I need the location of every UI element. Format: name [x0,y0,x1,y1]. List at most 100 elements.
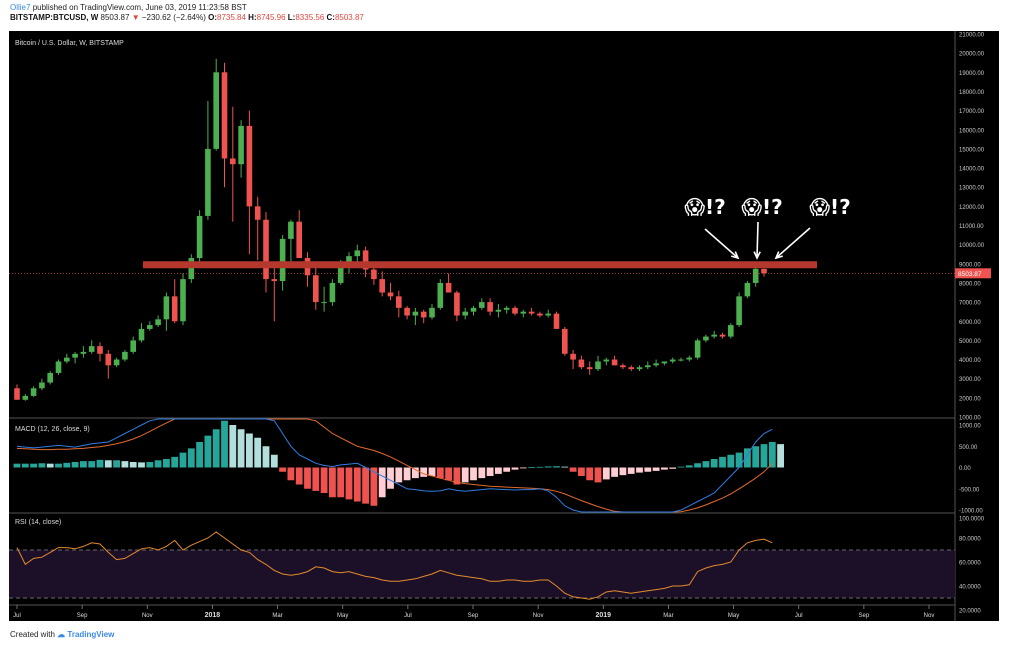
macd-histogram-bar [661,467,668,470]
x-tick-label: Jul [795,613,803,619]
macd-histogram-bar [329,467,336,498]
macd-histogram-bar [768,442,776,468]
macd-histogram-bar [320,467,328,493]
price-tick-label: 10000.00 [959,243,985,249]
candle-body [288,221,294,239]
tradingview-logo[interactable]: ☁ TradingView [57,630,115,639]
candle-body [645,365,651,368]
candle-body [80,351,87,354]
last-price-tag [955,268,991,279]
rsi-tick-label: 20.0000 [959,609,981,615]
candle-body [346,256,352,262]
high-label: H: [248,13,257,22]
macd-histogram-bar [246,433,253,468]
macd-histogram-bar [461,467,469,483]
candle-body [246,125,253,207]
x-tick-label: Jul [404,613,412,619]
x-tick-label: Nov [142,613,153,619]
macd-tick-label: 0.00 [959,466,971,472]
macd-histogram-bar [387,467,394,489]
macd-histogram-bar [669,467,677,469]
candle-body [578,359,585,368]
x-tick-label: Mar [663,613,673,619]
candle-body [495,309,502,312]
x-tick-label: Sep [468,613,479,619]
x-tick-label: Jul [13,613,21,619]
candle-body [396,296,402,308]
candle-body [238,125,244,165]
candle-body [188,258,195,280]
macd-histogram-bar [113,460,120,468]
macd-histogram-bar [146,461,154,468]
price-tick-label: 21000.00 [959,33,985,39]
close-label: C: [326,13,335,22]
macd-histogram-bar [104,460,112,468]
macd-histogram-bar [395,467,403,483]
macd-histogram-bar [38,463,46,468]
candle-body [487,302,493,312]
candle-body [744,282,751,297]
macd-histogram-bar [378,467,386,498]
price-tick-label: 15000.00 [959,147,985,153]
candle-body [678,359,684,361]
tradingview-brand: TradingView [67,630,115,639]
symbol-label: BITSTAMP:BTCUSD, W [10,13,99,22]
macd-histogram-bar [353,467,361,502]
high-value: 8745.96 [256,13,286,22]
low-value: 8335.56 [295,13,325,22]
candle-body [313,275,319,303]
macd-histogram-bar [262,446,270,468]
chart-background [9,31,999,621]
candle-body [163,296,170,320]
macd-histogram-bar [519,467,527,469]
candle-body [595,361,601,370]
candle-body [371,269,377,280]
candle-body [761,268,767,274]
macd-histogram-bar [13,463,21,468]
macd-histogram-bar [777,444,784,468]
candle-body [445,282,452,293]
macd-histogram-bar [154,460,162,468]
macd-histogram-bar [694,463,701,468]
price-tick-label: 3000.00 [959,377,981,383]
price-tick-label: 13000.00 [959,186,985,192]
macd-histogram-bar [503,467,511,472]
macd-histogram-bar [744,448,751,468]
price-panel-title: Bitcoin / U.S. Dollar, W, BITSTAMP [15,40,124,47]
close-value: 8503.87 [334,13,364,22]
price-tick-label: 18000.00 [959,90,985,96]
author-link[interactable]: Ollie7 [10,3,31,12]
candle-body [661,361,668,364]
surprise-annotation: 😱!? [741,195,783,219]
candle-body [545,313,551,316]
candle-body [736,296,742,326]
macd-histogram-bar [337,467,345,498]
macd-histogram-bar [295,467,303,485]
candle-body [653,363,659,366]
macd-histogram-bar [636,467,643,473]
candle-body [711,334,717,337]
candle-body [180,279,186,322]
macd-histogram-bar [221,420,228,468]
price-tick-label: 14000.00 [959,167,985,173]
annotation-arrowhead [753,251,761,260]
candle-body [462,311,468,316]
candle-body [113,359,120,366]
macd-histogram-bar [652,467,660,471]
annotation-arrow [704,228,739,259]
rsi-tick-label: 60.0000 [959,561,981,567]
price-tick-label: 1000.00 [959,416,981,422]
footer: Created with ☁ TradingView [10,630,114,639]
price-tick-label: 19000.00 [959,71,985,77]
last-price: 8503.87 [100,13,130,22]
low-label: L: [287,13,296,22]
price-tick-label: 7000.00 [959,301,981,307]
macd-histogram-bar [428,467,436,476]
macd-histogram-bar [254,437,262,468]
macd-histogram-bar [627,467,635,474]
candle-body [420,311,427,318]
macd-histogram-bar [63,462,71,468]
macd-histogram-bar [528,467,535,468]
macd-histogram-bar [727,454,735,468]
